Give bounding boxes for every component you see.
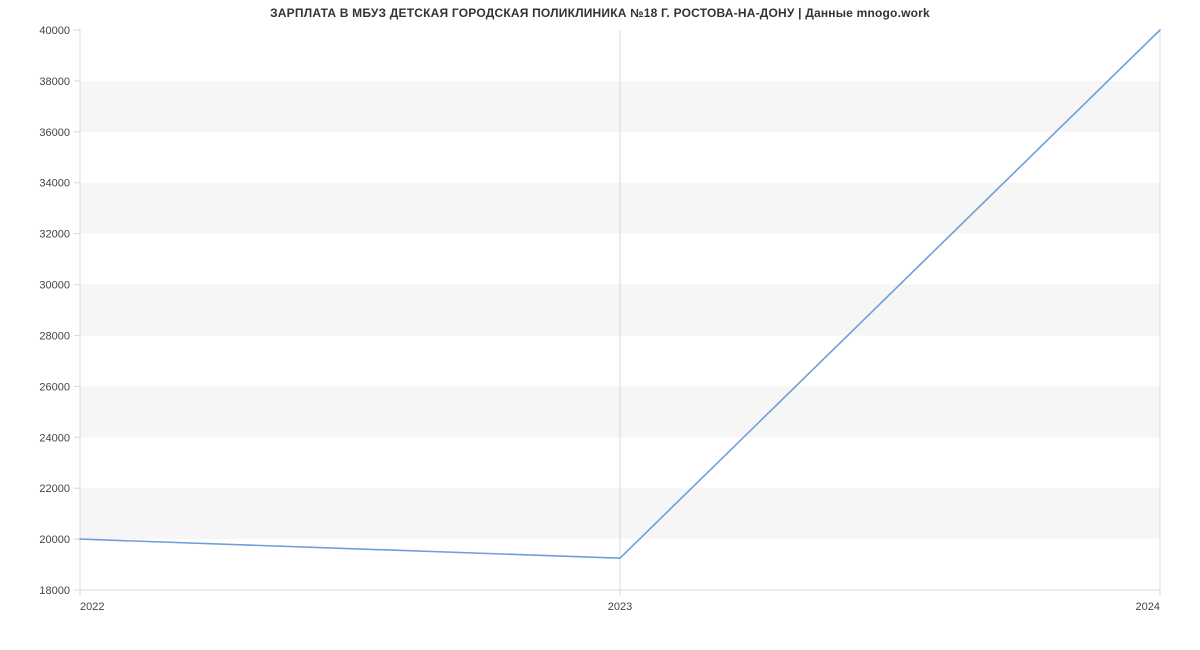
y-tick-label: 32000 — [39, 229, 70, 241]
x-tick-label: 2022 — [80, 601, 104, 613]
x-tick: 2022 — [80, 601, 104, 613]
y-tick: 32000 — [39, 229, 70, 241]
y-tick: 22000 — [39, 483, 70, 495]
y-tick: 40000 — [39, 25, 70, 37]
y-tick-label: 28000 — [39, 330, 70, 342]
y-tick: 20000 — [39, 534, 70, 546]
y-tick: 26000 — [39, 381, 70, 393]
y-tick-label: 24000 — [39, 432, 70, 444]
chart-container: ЗАРПЛАТА В МБУЗ ДЕТСКАЯ ГОРОДСКАЯ ПОЛИКЛ… — [0, 0, 1200, 650]
y-tick: 30000 — [39, 280, 70, 292]
y-tick-label: 40000 — [39, 25, 70, 37]
y-tick-label: 18000 — [39, 585, 70, 597]
y-tick: 34000 — [39, 178, 70, 190]
x-tick: 2023 — [608, 601, 632, 613]
x-tick: 2024 — [1136, 601, 1160, 613]
y-tick: 18000 — [39, 585, 70, 597]
y-tick: 36000 — [39, 127, 70, 139]
y-tick: 28000 — [39, 330, 70, 342]
x-tick-label: 2024 — [1136, 601, 1160, 613]
y-tick-label: 38000 — [39, 76, 70, 88]
chart-svg: 18000 20000 22000 24000 26000 28000 30000 32000… — [0, 0, 1200, 650]
y-tick: 24000 — [39, 432, 70, 444]
y-tick-label: 22000 — [39, 483, 70, 495]
x-tick-label: 2023 — [608, 601, 632, 613]
y-tick-label: 34000 — [39, 178, 70, 190]
y-tick-label: 36000 — [39, 127, 70, 139]
y-tick-label: 20000 — [39, 534, 70, 546]
y-tick: 38000 — [39, 76, 70, 88]
y-tick-label: 26000 — [39, 381, 70, 393]
y-tick-label: 30000 — [39, 280, 70, 292]
chart-title: ЗАРПЛАТА В МБУЗ ДЕТСКАЯ ГОРОДСКАЯ ПОЛИКЛ… — [0, 6, 1200, 20]
